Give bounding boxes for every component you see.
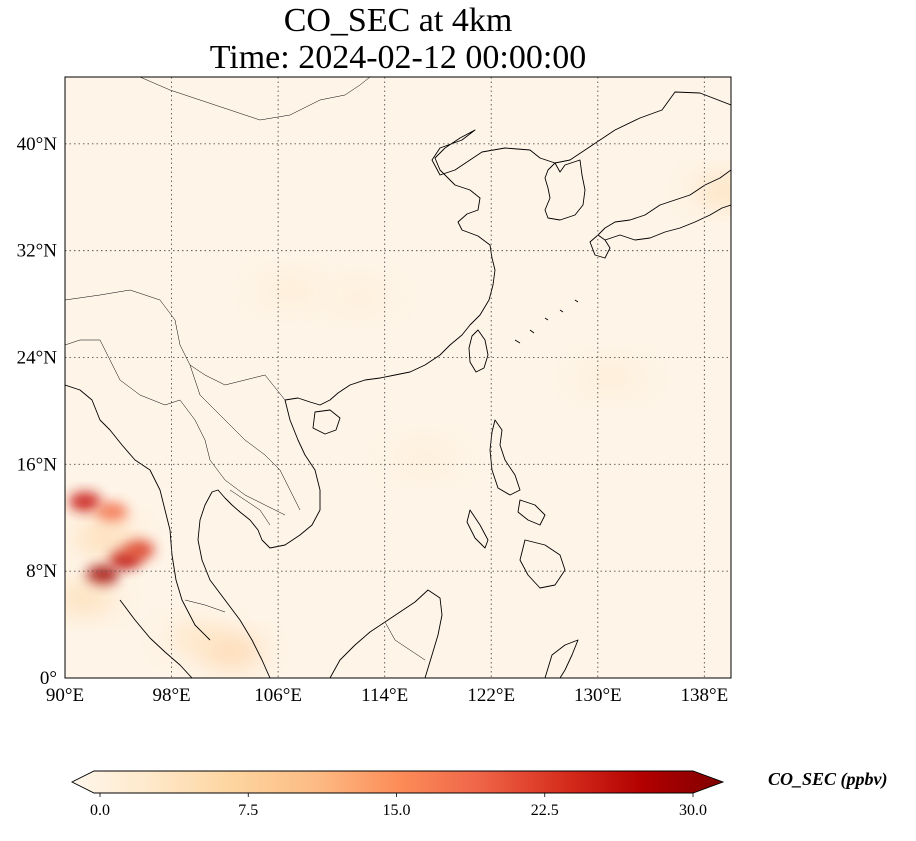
coastline-palawan [466,509,489,549]
lat-tick-label: 8°N [26,561,57,582]
border-myanmar [99,339,181,406]
concentration-hotspot-7 [168,625,229,650]
concentration-hotspot-2 [86,565,119,586]
lon-tick-label: 90°E [46,685,84,706]
border-china-south [65,289,286,401]
coastlines [65,91,731,678]
concentration-hotspot-10 [261,278,322,303]
concentration-hotspot-0 [68,491,101,512]
lat-tick-label: 32°N [17,241,58,262]
colorbar-body [70,770,725,794]
lat-tick-label: 24°N [17,347,58,368]
coastline-borneo [329,589,443,678]
latitude-axis: 0° 8°N 16°N 24°N 32°N 40°N [17,134,58,689]
lat-tick-label: 0° [40,668,57,689]
coastline-ryukyu [514,299,579,344]
colorbar-tick-label: 30.0 [679,802,707,819]
coastline-mindanao [519,539,566,589]
concentration-hotspot-13 [394,445,455,470]
colorbar: 0.0 7.5 15.0 22.5 30.0 [70,770,725,819]
title-line-2: Time: 2024-02-12 00:00:00 [209,39,587,76]
lat-tick-label: 16°N [17,454,58,475]
border-india [65,339,100,346]
lon-tick-label: 114°E [361,685,408,706]
concentration-hotspot-1 [95,502,128,523]
coastline-luzon [489,419,521,496]
title-line-1: CO_SEC at 4km [283,2,513,39]
map-title: CO_SEC at 4km Time: 2024-02-12 00:00:00 [0,2,796,76]
colorbar-label: CO_SEC (ppbv) [768,769,888,789]
border-mongolia [139,77,371,121]
coastline-sulawesi [544,639,579,678]
concentration-hotspot-9 [694,178,731,203]
coastline-indochina [197,399,321,678]
colorbar-ticks: 0.0 7.5 15.0 22.5 30.0 [90,793,707,819]
concentration-hotspot-12 [581,365,642,390]
lon-tick-label: 98°E [152,685,190,706]
border-laos [189,364,301,511]
map-frame [64,76,732,679]
coastline-korea [544,159,586,221]
lon-tick-label: 130°E [574,685,622,706]
lat-tick-label: 40°N [17,134,58,155]
colorbar-tick-label: 0.0 [90,802,110,819]
concentration-hotspot-5 [74,525,135,550]
coastline-taiwan [468,329,489,373]
colorbar-tick-label: 15.0 [383,802,411,819]
coastline-myanmar [65,384,211,641]
gridlines [65,77,731,678]
colorbar-tick-label: 7.5 [238,802,258,819]
border-cambodia [229,489,271,526]
concentration-hotspot-4 [122,539,155,560]
lon-tick-label: 138°E [681,685,729,706]
colorbar-tick-label: 22.5 [531,802,559,819]
longitude-axis: 90°E 98°E 106°E 114°E 122°E 130°E 138°E [46,685,728,706]
concentration-hotspot-8 [65,585,115,610]
border-thailand [179,399,286,516]
border-malaysia [184,599,226,613]
lon-tick-label: 106°E [254,685,302,706]
coastline-hainan [312,409,341,435]
concentration-hotspot-11 [328,285,389,310]
coastline-visayas [517,499,546,526]
lon-tick-label: 122°E [467,685,515,706]
concentration-layer [65,178,731,664]
coastline-sumatra [119,599,193,678]
border-borneo [384,621,426,661]
coastline-kyushu [589,234,611,259]
country-borders [65,77,426,661]
